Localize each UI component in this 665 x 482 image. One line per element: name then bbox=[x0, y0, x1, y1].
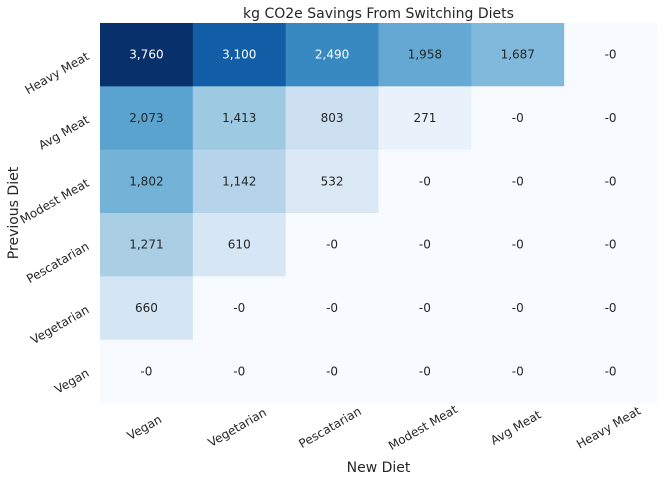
cell-value-label-0-3: 1,958 bbox=[408, 48, 442, 62]
x-tick-label: Pescatarian bbox=[296, 404, 363, 451]
cell-value-label-3-5: -0 bbox=[605, 238, 617, 252]
heatmap-cell-2-0 bbox=[100, 149, 194, 214]
heatmap-cell-4-3 bbox=[378, 276, 472, 341]
heatmap-cell-1-0 bbox=[100, 86, 194, 151]
x-tick-labels: Vegan Vegetarian Pescatarian Modest Meat Avg… bbox=[125, 402, 644, 453]
cell-value-label-4-1: -0 bbox=[233, 301, 245, 315]
x-tick-label: Avg Meat bbox=[488, 407, 544, 447]
y-tick-label: Modest Meat bbox=[18, 176, 92, 227]
heatmap-cell-4-4 bbox=[471, 276, 565, 341]
cell-value-label-5-2: -0 bbox=[326, 364, 338, 378]
cell-value-label-0-4: 1,687 bbox=[501, 48, 535, 62]
heatmap-cell-1-2 bbox=[285, 86, 379, 151]
cell-value-label-1-2: 803 bbox=[321, 111, 344, 125]
cell-value-label-5-4: -0 bbox=[512, 364, 524, 378]
heatmap-cell-3-1 bbox=[192, 213, 287, 277]
heatmap-cell-5-3 bbox=[378, 339, 472, 404]
heatmap-cell-2-5 bbox=[564, 149, 658, 214]
cell-value-label-4-2: -0 bbox=[326, 301, 338, 315]
heatmap-cells: 3,760 3,100 2,490 1,958 1,687 -0 2,073 1,413 803… bbox=[100, 23, 658, 404]
heatmap-cell-0-5 bbox=[564, 23, 658, 87]
y-tick-labels: Heavy Meat Avg Meat Modest Meat Pescatarian… bbox=[18, 49, 92, 397]
heatmap-cell-5-4 bbox=[471, 339, 565, 404]
heatmap-cell-0-2 bbox=[285, 23, 379, 87]
cell-value-label-0-1: 3,100 bbox=[222, 48, 256, 62]
cell-value-label-4-4: -0 bbox=[512, 301, 524, 315]
cell-value-label-0-2: 2,490 bbox=[315, 48, 349, 62]
cell-value-label-2-5: -0 bbox=[605, 174, 617, 188]
cell-value-label-1-4: -0 bbox=[512, 111, 524, 125]
heatmap-cell-0-3 bbox=[378, 23, 472, 87]
cell-value-label-2-2: 532 bbox=[321, 174, 344, 188]
cell-value-label-3-0: 1,271 bbox=[129, 238, 163, 252]
cell-value-label-2-1: 1,142 bbox=[222, 174, 256, 188]
x-axis-title: New Diet bbox=[347, 460, 411, 476]
heatmap-cell-4-5 bbox=[564, 276, 658, 341]
heatmap-cell-3-5 bbox=[564, 213, 658, 277]
cell-value-label-5-5: -0 bbox=[605, 364, 617, 378]
heatmap-cell-1-1 bbox=[192, 86, 287, 151]
heatmap-cell-0-4 bbox=[471, 23, 565, 87]
heatmap-cell-4-2 bbox=[285, 276, 379, 341]
x-tick-label: Vegetarian bbox=[206, 405, 269, 450]
heatmap-cell-1-5 bbox=[564, 86, 658, 151]
cell-value-label-5-1: -0 bbox=[233, 364, 245, 378]
heatmap-cell-3-4 bbox=[471, 213, 565, 277]
heatmap-cell-2-3 bbox=[378, 149, 472, 214]
heatmap-cell-4-1 bbox=[192, 276, 287, 341]
cell-value-label-2-4: -0 bbox=[512, 174, 524, 188]
cell-value-label-3-4: -0 bbox=[512, 238, 524, 252]
cell-value-label-3-1: 610 bbox=[228, 238, 251, 252]
heatmap-cell-3-2 bbox=[285, 213, 379, 277]
chart-title: kg CO2e Savings From Switching Diets bbox=[243, 6, 514, 22]
heatmap-cell-3-0 bbox=[100, 213, 194, 277]
heatmap-cell-2-4 bbox=[471, 149, 565, 214]
heatmap-cell-4-0 bbox=[100, 276, 194, 341]
cell-value-label-2-0: 1,802 bbox=[129, 174, 163, 188]
cell-value-label-1-5: -0 bbox=[605, 111, 617, 125]
heatmap-cell-5-1 bbox=[192, 339, 287, 404]
cell-value-label-1-3: 271 bbox=[413, 111, 436, 125]
heatmap-cell-5-5 bbox=[564, 339, 658, 404]
cell-value-label-4-0: 660 bbox=[135, 301, 158, 315]
cell-value-label-5-3: -0 bbox=[419, 364, 431, 378]
cell-value-label-5-0: -0 bbox=[140, 364, 152, 378]
y-tick-label: Pescatarian bbox=[24, 239, 91, 286]
heatmap-cell-3-3 bbox=[378, 213, 472, 277]
cell-value-label-0-0: 3,760 bbox=[129, 48, 163, 62]
x-tick-label: Heavy Meat bbox=[574, 403, 643, 451]
y-tick-label: Avg Meat bbox=[36, 112, 92, 152]
cell-value-label-2-3: -0 bbox=[419, 174, 431, 188]
cell-value-label-1-0: 2,073 bbox=[129, 111, 163, 125]
x-tick-label: Vegan bbox=[125, 412, 164, 443]
x-tick-label: Modest Meat bbox=[386, 402, 460, 453]
y-tick-label: Vegan bbox=[52, 366, 91, 397]
heatmap-cell-1-3 bbox=[378, 86, 472, 151]
heatmap-cell-2-1 bbox=[192, 149, 287, 214]
cell-value-label-3-2: -0 bbox=[326, 238, 338, 252]
cell-value-label-1-1: 1,413 bbox=[222, 111, 256, 125]
heatmap-cell-2-2 bbox=[285, 149, 379, 214]
cell-value-label-3-3: -0 bbox=[419, 238, 431, 252]
y-axis-title: Previous Diet bbox=[6, 166, 22, 259]
cell-value-label-4-5: -0 bbox=[605, 301, 617, 315]
heatmap-cell-5-2 bbox=[285, 339, 379, 404]
heatmap-cell-1-4 bbox=[471, 86, 565, 151]
cell-value-label-4-3: -0 bbox=[419, 301, 431, 315]
y-tick-label: Vegetarian bbox=[28, 302, 91, 347]
heatmap-cell-0-0 bbox=[100, 23, 194, 87]
heatmap-cell-0-1 bbox=[192, 23, 287, 87]
y-tick-label: Heavy Meat bbox=[23, 49, 92, 97]
heatmap-cell-5-0 bbox=[100, 339, 194, 404]
cell-value-label-0-5: -0 bbox=[605, 48, 617, 62]
